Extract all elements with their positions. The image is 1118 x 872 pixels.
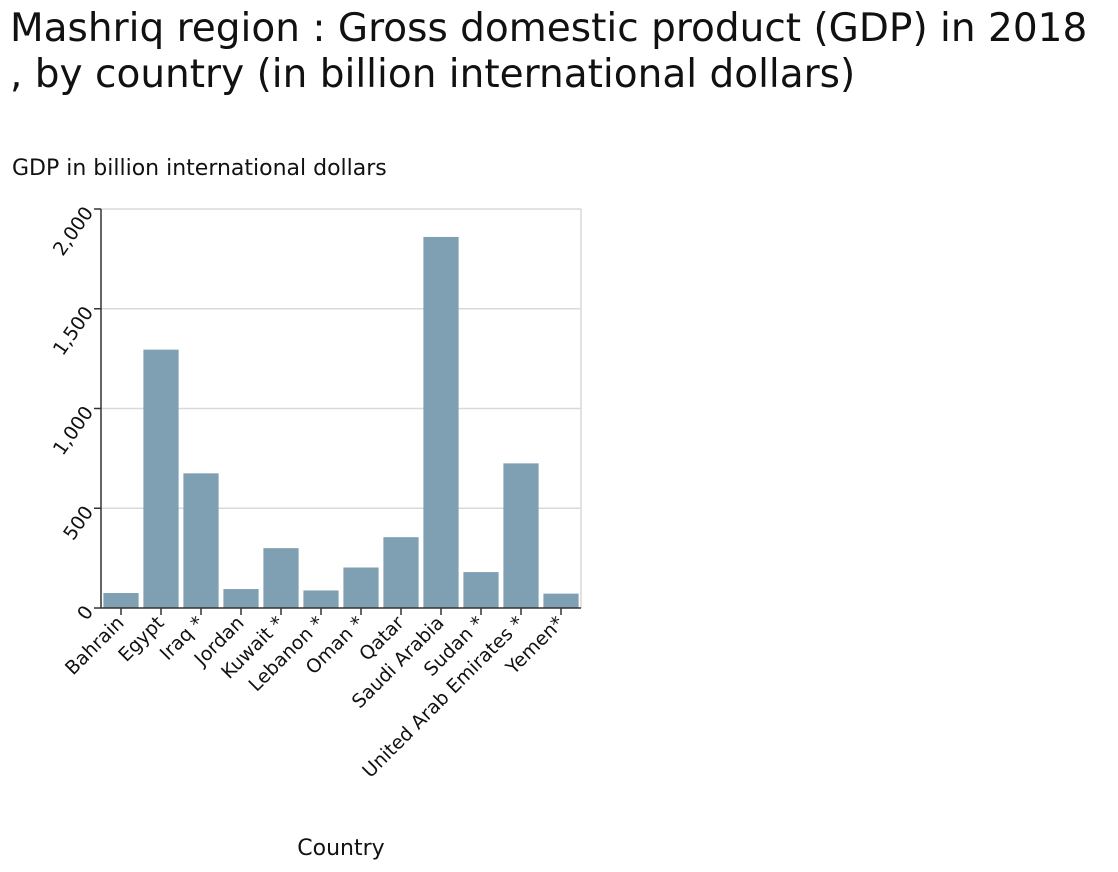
bar — [343, 568, 378, 608]
bar — [463, 572, 498, 608]
bar — [143, 350, 178, 608]
x-tick-label: Egypt — [114, 612, 168, 666]
bar — [223, 589, 258, 608]
bar — [543, 594, 578, 608]
bar — [383, 537, 418, 608]
bar — [303, 590, 338, 608]
y-axis-ticks: 0 500 1,000 1,500 2,000 — [49, 203, 101, 625]
bar — [503, 463, 538, 608]
x-axis-title: Country — [297, 836, 384, 861]
y-tick-label: 2,000 — [49, 203, 98, 260]
bar — [103, 593, 138, 608]
bar — [183, 473, 218, 608]
y-tick-label: 1,500 — [49, 302, 98, 359]
bar — [263, 548, 298, 608]
y-tick-label: 500 — [59, 502, 98, 544]
y-tick-label: 1,000 — [49, 402, 98, 459]
bars — [103, 237, 578, 608]
bar — [423, 237, 458, 608]
y-tick-label: 0 — [73, 602, 98, 625]
